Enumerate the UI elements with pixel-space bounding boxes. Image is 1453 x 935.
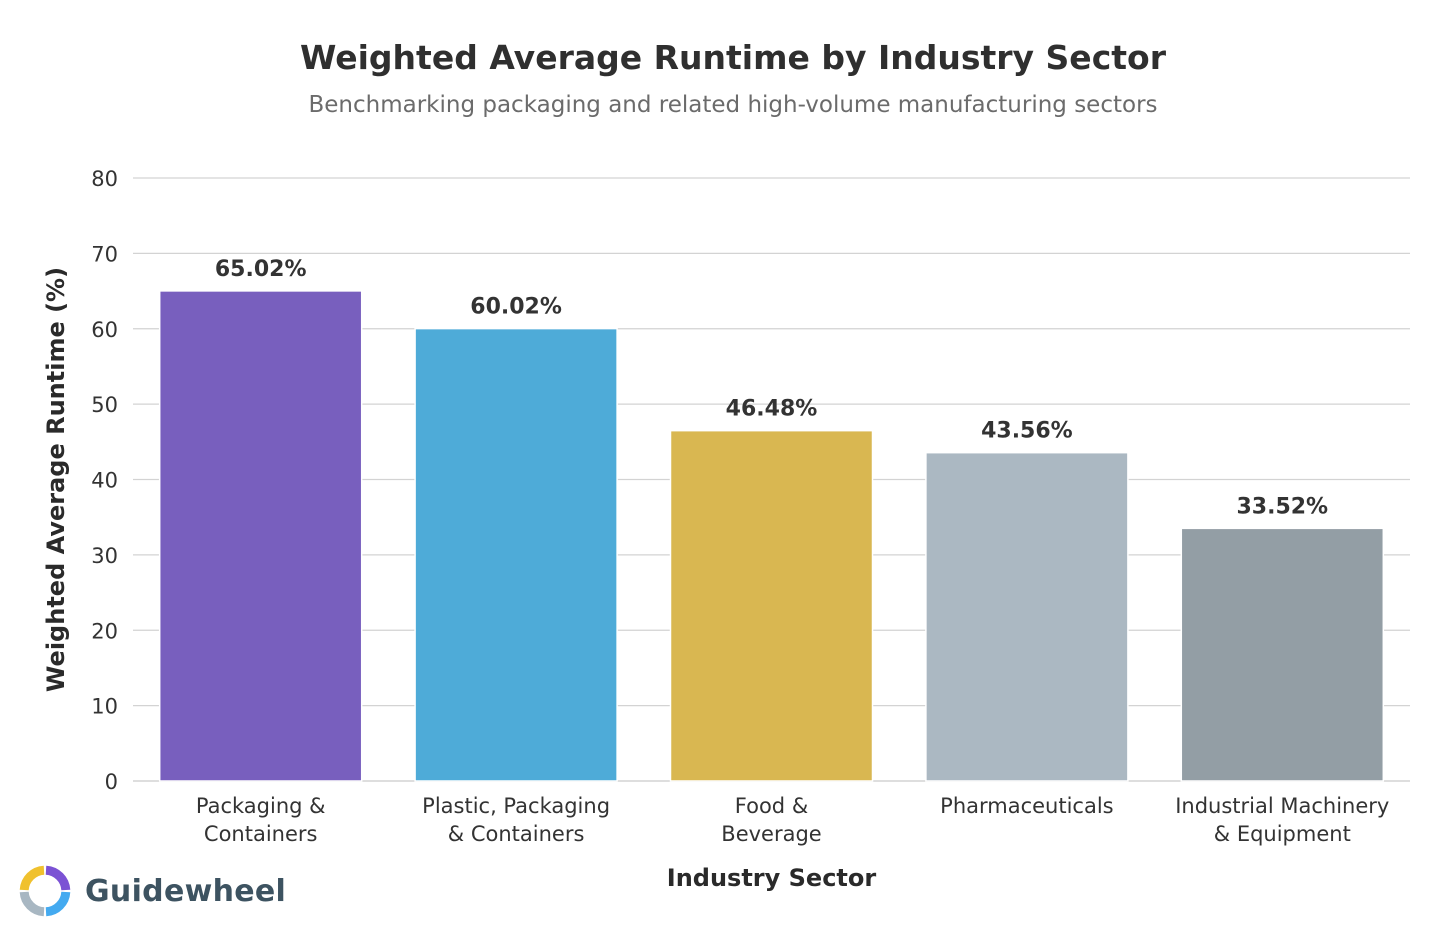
bar-value-label: 65.02% [215,257,307,282]
y-tick-label: 70 [91,242,118,266]
y-tick-labels: 0 10 20 30 40 50 60 70 80 [91,167,118,794]
bar-value-label: 46.48% [726,397,818,422]
y-tick-label: 20 [91,619,118,643]
bar-value-label: 43.56% [981,419,1073,444]
chart-subtitle: Benchmarking packaging and related high-… [308,92,1158,118]
chart-title: Weighted Average Runtime by Industry Sec… [300,38,1166,77]
y-tick-label: 10 [91,695,118,719]
y-tick-label: 60 [91,318,118,342]
x-category-label: Industrial Machinery & Equipment [1175,794,1389,846]
x-axis-title: Industry Sector [667,864,877,892]
bar [158,290,363,782]
x-category-labels: Packaging & Containers Plastic, Packaging &… [196,794,1389,846]
bar [414,327,618,782]
y-tick-label: 50 [91,393,118,417]
data-labels: 65.02% 60.02% 46.48% 43.56% 33.52% [215,257,1328,519]
brand-logo: Guidewheel [19,865,286,917]
bar [669,429,874,782]
x-category-label: Plastic, Packaging & Containers [422,794,610,846]
bar [1180,527,1385,782]
y-tick-label: 40 [91,469,118,493]
y-axis-title: Weighted Average Runtime (%) [42,267,70,692]
bars [158,290,1385,782]
bar-value-label: 60.02% [470,295,562,320]
x-category-label: Pharmaceuticals [940,794,1113,818]
y-tick-label: 80 [91,167,118,191]
y-tick-label: 0 [105,770,118,794]
bar-value-label: 33.52% [1236,494,1328,519]
brand-name: Guidewheel [85,873,287,909]
guidewheel-logo-icon [19,865,71,917]
bar [925,451,1129,782]
x-category-label: Packaging & Containers [196,794,326,846]
y-tick-label: 30 [91,544,118,568]
x-category-label: Food & Beverage [721,794,821,846]
